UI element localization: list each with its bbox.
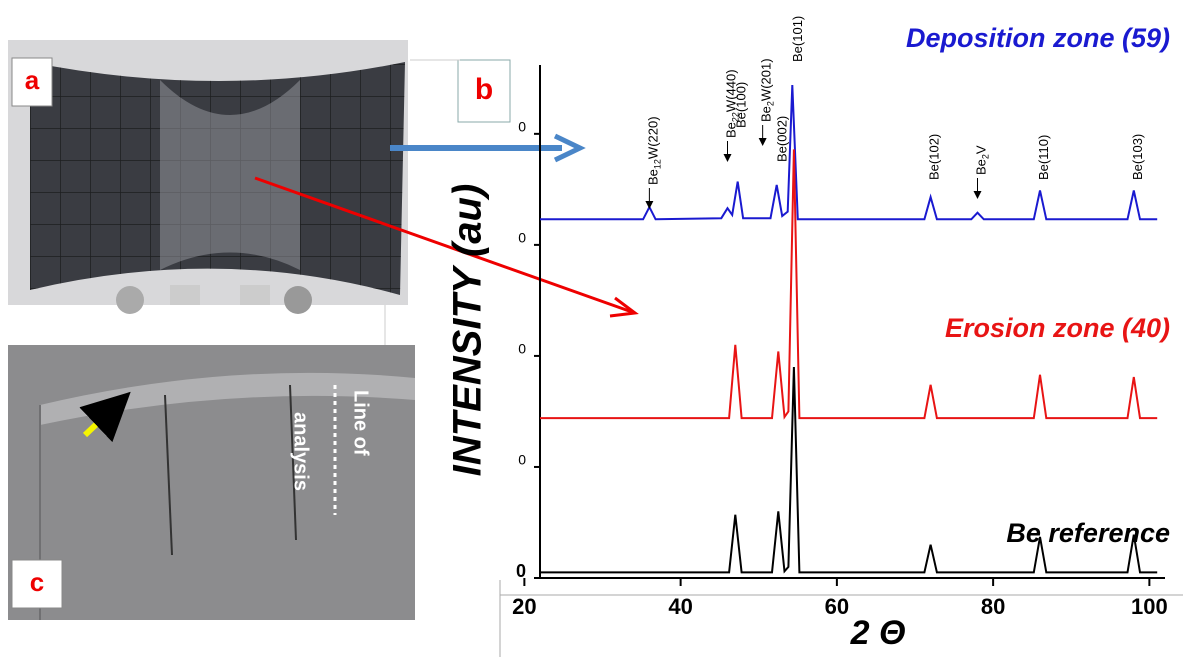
- peak-label-part: Be: [759, 106, 774, 122]
- peak-label: Be(110): [1036, 135, 1051, 180]
- spectrum: [540, 149, 1158, 420]
- x-tick-label: 60: [825, 594, 849, 619]
- arrow-head: [609, 296, 639, 318]
- x-tick-label: 100: [1131, 594, 1168, 619]
- peak-label-part: 2: [766, 101, 776, 106]
- arrow: [254, 176, 633, 314]
- peak-label-part: Be(110): [1036, 135, 1051, 180]
- arrow-head: [553, 133, 586, 163]
- peak-label: Be(103): [1130, 134, 1145, 180]
- peak-label-part: W(440): [724, 69, 739, 112]
- y-axis-label: INTENSITY (au): [446, 184, 490, 477]
- peak-label: Be(102): [927, 134, 942, 180]
- spectrum: [540, 84, 1158, 221]
- peak-label: Be2V: [974, 145, 991, 175]
- peak-label-part: V: [974, 145, 989, 154]
- series-label: Be reference: [1006, 518, 1170, 548]
- panel-labels: a b c: [11, 57, 511, 609]
- spectrum: [540, 366, 1158, 574]
- peak-label-part: 2: [981, 154, 991, 159]
- series-label: Erosion zone (40): [945, 313, 1170, 343]
- panel-label: b: [475, 73, 493, 106]
- peak-label-part: Be: [974, 159, 989, 175]
- y-tick-label: 0: [518, 230, 526, 246]
- photo-text: analysis: [290, 412, 312, 491]
- peak-label-part: Be: [724, 122, 739, 138]
- y-tick-label: 0: [518, 341, 526, 357]
- peak-label-part: Be(100): [734, 82, 749, 128]
- peak-label: Be2W(201): [759, 58, 776, 122]
- y-tick-label: 0: [516, 561, 526, 581]
- peak-label: Be(002): [775, 116, 790, 162]
- peak-label-part: Be(102): [927, 134, 942, 180]
- connector: [384, 59, 460, 345]
- peak-label-part: Be(101): [790, 16, 805, 62]
- photo-c: Line of analysis: [8, 345, 415, 620]
- peak-label-part: Be(002): [775, 116, 790, 162]
- photo-a: [8, 40, 408, 314]
- peak-label-part: 12: [653, 159, 663, 169]
- peak-label: Be12W(220): [646, 116, 663, 185]
- peak-label: Be(101): [790, 16, 805, 62]
- axis-frame: [499, 580, 1183, 657]
- panel-label: c: [30, 567, 44, 597]
- peak-label-part: W(220): [646, 116, 661, 159]
- y-tick-label: 0: [518, 119, 526, 135]
- panel-label: a: [25, 65, 40, 95]
- x-axis-label: 2 Θ: [850, 614, 906, 652]
- peak-label-part: Be: [646, 169, 661, 185]
- series-label: Deposition zone (59): [906, 23, 1170, 53]
- x-tick-label: 20: [512, 594, 536, 619]
- x-tick-label: 40: [668, 594, 692, 619]
- peak-label: Be22W(440): [724, 69, 741, 138]
- peak-label-part: W(201): [759, 58, 774, 101]
- y-tick-label: 0: [518, 452, 526, 468]
- peak-label-part: Be(103): [1130, 134, 1145, 180]
- photo-text: Line of: [350, 390, 372, 456]
- peak-label: Be(100): [734, 82, 749, 128]
- peak-label-part: 22: [731, 112, 741, 122]
- x-tick-label: 80: [981, 594, 1005, 619]
